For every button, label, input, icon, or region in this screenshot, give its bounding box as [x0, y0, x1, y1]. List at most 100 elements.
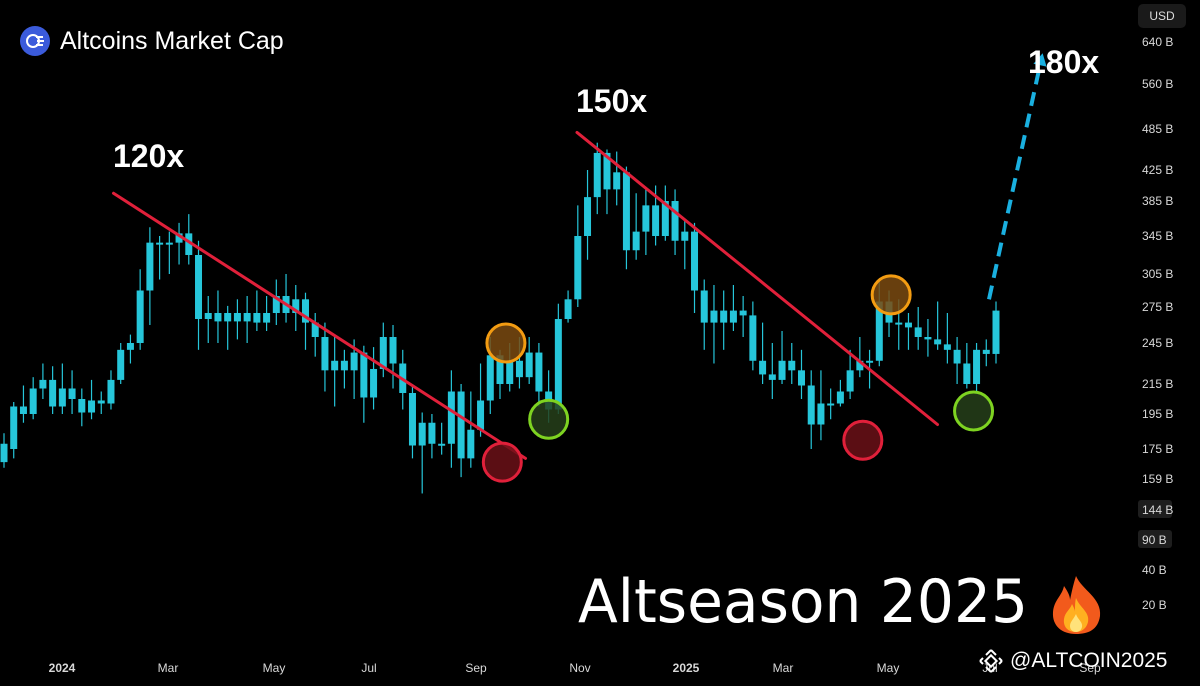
currency-button[interactable]: USD	[1138, 4, 1186, 28]
candle-body	[107, 379, 115, 404]
y-tick-label: 144 B	[1142, 503, 1173, 517]
y-tick-label: 345 B	[1142, 229, 1173, 243]
candle-body	[739, 310, 747, 316]
x-tick-label: Mar	[158, 661, 179, 675]
candle-body	[924, 337, 932, 340]
orange-circle-marker	[485, 322, 527, 364]
candle-body	[146, 242, 154, 291]
candle-body	[778, 360, 786, 380]
x-tick-label: May	[263, 661, 286, 675]
candle-body	[486, 355, 494, 401]
chart-title-bar: Altcoins Market Cap	[20, 26, 284, 56]
y-tick-label: 640 B	[1142, 35, 1173, 49]
candle-body	[477, 400, 485, 430]
candle-body	[418, 422, 426, 446]
x-tick-label: May	[877, 661, 900, 675]
candle-body	[817, 403, 825, 425]
candle-body	[214, 313, 222, 322]
candle-body	[447, 391, 455, 444]
candle-body	[204, 313, 212, 319]
candle-body	[0, 443, 8, 463]
candle-body	[272, 296, 280, 313]
multiplier-annotation: 180x	[1028, 44, 1099, 80]
candle-body	[253, 313, 261, 323]
projection-arrow-head	[1033, 53, 1047, 67]
candle-body	[836, 391, 844, 404]
candle-body	[49, 379, 57, 407]
green-circle-marker	[953, 390, 995, 432]
candle-body	[982, 349, 990, 354]
x-tick-label: Jul	[361, 661, 376, 675]
watermark: @ALTCOIN2025	[978, 648, 1168, 674]
candle-body	[224, 313, 232, 322]
candle-body	[515, 360, 523, 378]
x-tick-label: Nov	[569, 661, 590, 675]
candle-body	[428, 422, 436, 444]
candle-body	[360, 352, 368, 398]
y-tick-label: 560 B	[1142, 77, 1173, 91]
candle-body	[856, 360, 864, 371]
y-tick-label: 20 B	[1142, 598, 1167, 612]
candle-body	[88, 400, 96, 413]
candle-body	[156, 242, 164, 245]
candle-body	[934, 339, 942, 345]
candle-body	[525, 352, 533, 378]
candle-body	[117, 349, 125, 380]
candle-body	[301, 299, 309, 323]
x-tick-label: 2024	[49, 661, 76, 675]
x-tick-label: 2025	[673, 661, 700, 675]
candle-body	[720, 310, 728, 323]
candle-body	[506, 360, 514, 384]
red-circle-marker	[481, 441, 523, 483]
candle-body	[797, 370, 805, 386]
candle-body	[729, 310, 737, 323]
candle-body	[136, 290, 144, 343]
candle-body	[554, 319, 562, 410]
candle-body	[350, 352, 358, 371]
candle-body	[914, 327, 922, 337]
candle-body	[496, 355, 504, 384]
y-tick-label: 215 B	[1142, 377, 1173, 391]
x-axis-labels: 2024 Mar May Jul Sep Nov 2025 Mar May Jul Sep	[49, 661, 1101, 675]
candle-body	[671, 201, 679, 241]
candle-body	[700, 290, 708, 323]
candle-body	[19, 406, 27, 414]
candle-body	[331, 360, 339, 371]
green-circle-marker	[528, 398, 570, 440]
candle-body	[603, 152, 611, 190]
trendlines	[112, 53, 1047, 460]
candle-body	[710, 310, 718, 323]
candle-body	[973, 349, 981, 384]
multiplier-annotation: 150x	[576, 83, 647, 119]
candle-body	[622, 172, 630, 251]
candle-body	[875, 301, 883, 361]
candle-body	[827, 403, 835, 406]
projection-arrow-line	[987, 62, 1043, 300]
candle-body	[652, 205, 660, 236]
candle-body	[10, 406, 18, 449]
multiplier-annotation: 120x	[113, 138, 184, 174]
y-tick-highlight	[1138, 530, 1172, 548]
y-tick-highlight	[1138, 500, 1172, 518]
x-tick-label: Sep	[465, 661, 487, 675]
candle-body	[243, 313, 251, 322]
candle-body	[691, 231, 699, 291]
candle-body	[992, 310, 1000, 354]
candle-body	[963, 363, 971, 384]
candle-body	[632, 231, 640, 251]
candle-body	[97, 400, 105, 404]
candle-body	[613, 172, 621, 190]
y-tick-label: 305 B	[1142, 267, 1173, 281]
candle-body	[58, 388, 66, 407]
candle-body	[661, 201, 669, 236]
y-tick-label: 40 B	[1142, 563, 1167, 577]
candle-body	[195, 255, 203, 319]
y-tick-label: 90 B	[1142, 533, 1167, 547]
candle-body	[943, 344, 951, 350]
trendline	[112, 191, 527, 460]
fire-emoji-icon	[1052, 576, 1101, 634]
candle-body	[185, 233, 193, 255]
y-tick-label: 159 B	[1142, 472, 1173, 486]
candle-body	[681, 231, 689, 241]
candle-body	[574, 236, 582, 300]
